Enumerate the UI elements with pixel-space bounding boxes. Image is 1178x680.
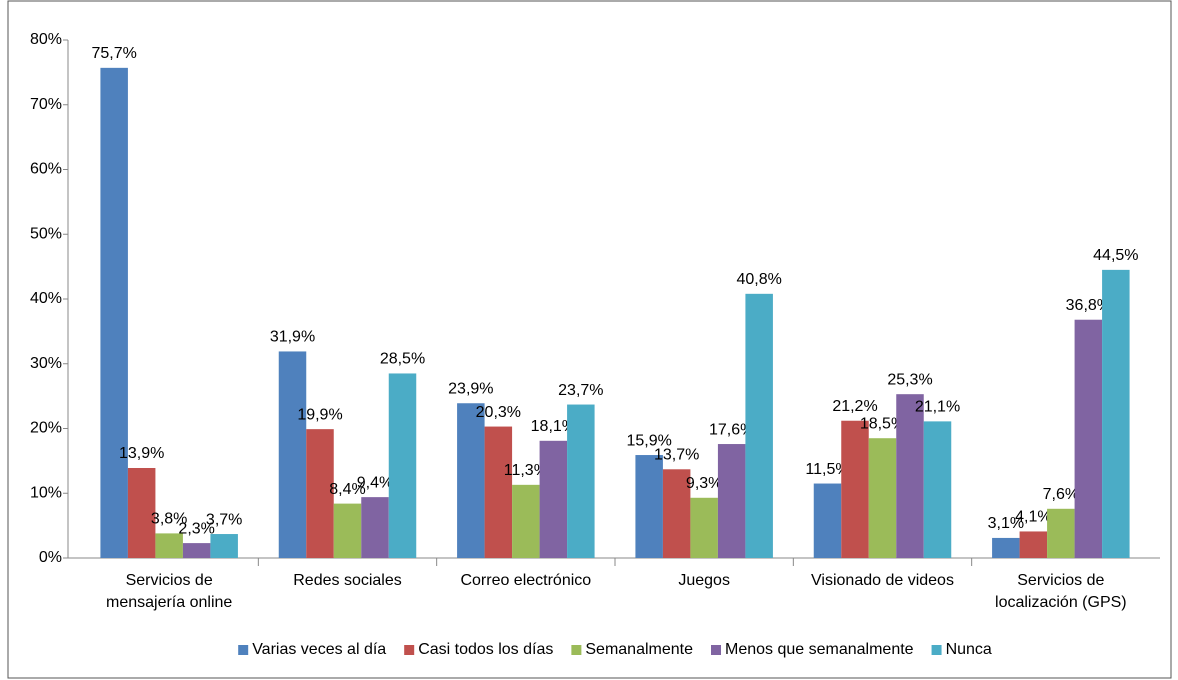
bar — [690, 497, 718, 558]
legend-swatch — [931, 645, 942, 655]
legend-swatch — [711, 645, 721, 655]
data-label: 11,3% — [504, 462, 548, 479]
data-label: 13,7% — [654, 447, 699, 464]
y-tick-label: 20% — [30, 420, 62, 437]
legend-swatch — [404, 645, 415, 655]
data-label: 28,5% — [380, 351, 425, 368]
bar — [1074, 319, 1103, 558]
x-tick-label: Correo electrónico — [460, 572, 592, 589]
bar — [868, 438, 897, 558]
data-label: 4,1% — [1015, 509, 1051, 526]
data-label: 13,9% — [119, 445, 164, 462]
data-label: 21,1% — [915, 399, 960, 416]
frame — [7, 0, 1172, 679]
y-tick-label: 60% — [30, 161, 62, 178]
bar — [484, 426, 513, 558]
data-label: 25,3% — [887, 371, 932, 388]
bar — [1047, 508, 1075, 558]
x-tick-label: Visionado de videos — [811, 572, 954, 589]
x-tick-label: Juegos — [678, 572, 730, 589]
y-tick-label: 70% — [30, 96, 62, 113]
bar — [662, 469, 691, 558]
data-label: 2,3% — [178, 520, 214, 537]
bar — [896, 394, 924, 558]
data-label: 9,3% — [686, 475, 722, 492]
bar — [745, 293, 773, 558]
data-label: 3,8% — [151, 511, 187, 528]
data-label: 3,7% — [206, 511, 242, 528]
data-label: 31,9% — [270, 329, 315, 346]
data-label: 3,1% — [988, 515, 1024, 532]
x-tick-label: Servicios de localización (GPS) — [995, 572, 1127, 611]
legend-label: Casi todos los días — [418, 641, 553, 658]
bar — [567, 404, 595, 558]
data-label: 15,9% — [626, 432, 671, 449]
legend-swatch — [238, 645, 249, 655]
data-label: 17,6% — [709, 421, 754, 438]
data-label: 21,2% — [832, 398, 877, 415]
data-label: 7,6% — [1043, 486, 1079, 503]
bar — [992, 537, 1020, 558]
data-label: 23,9% — [448, 380, 493, 397]
bar — [306, 429, 334, 558]
data-label: 11,5% — [805, 461, 849, 478]
legend-label: Semanalmente — [585, 641, 693, 658]
data-label: 36,8% — [1066, 297, 1111, 314]
data-label: 18,1% — [531, 418, 576, 435]
x-tick-label: Redes sociales — [293, 572, 402, 589]
y-tick-label: 0% — [39, 549, 62, 566]
data-label: 8,4% — [329, 481, 365, 498]
legend-label: Menos que semanalmente — [725, 641, 914, 658]
bar — [512, 484, 540, 558]
bar — [923, 421, 952, 558]
data-label: 18,5% — [860, 415, 905, 432]
x-tick-label: Servicios de mensajería online — [106, 572, 233, 611]
bar — [457, 403, 485, 558]
bar — [539, 440, 568, 558]
data-label: 40,8% — [736, 271, 781, 288]
legend-swatch — [571, 645, 582, 655]
data-label: 19,9% — [297, 406, 342, 423]
y-tick-label: 40% — [30, 290, 62, 307]
y-tick-label: 80% — [30, 31, 62, 48]
data-label: 75,7% — [91, 45, 136, 62]
bar — [635, 455, 663, 558]
data-label: 20,3% — [476, 404, 521, 421]
bar — [388, 373, 417, 558]
bar — [813, 483, 842, 558]
y-tick-label: 30% — [30, 355, 62, 372]
bar — [333, 503, 362, 558]
legend-label: Varias veces al día — [252, 641, 386, 658]
bar — [210, 534, 238, 558]
data-label: 44,5% — [1093, 247, 1138, 264]
bar — [155, 533, 183, 558]
bar — [127, 467, 156, 558]
data-label: 9,4% — [357, 474, 393, 491]
bar — [717, 444, 746, 558]
y-tick-label: 10% — [30, 484, 62, 501]
bar — [278, 351, 307, 558]
bar — [100, 67, 128, 558]
bar — [1102, 269, 1130, 558]
legend-label: Nunca — [946, 641, 992, 658]
bar — [182, 543, 211, 558]
data-label: 23,7% — [558, 382, 603, 399]
y-tick-label: 50% — [30, 225, 62, 242]
bar — [361, 497, 389, 558]
bar — [1019, 531, 1048, 558]
bar — [841, 420, 869, 558]
